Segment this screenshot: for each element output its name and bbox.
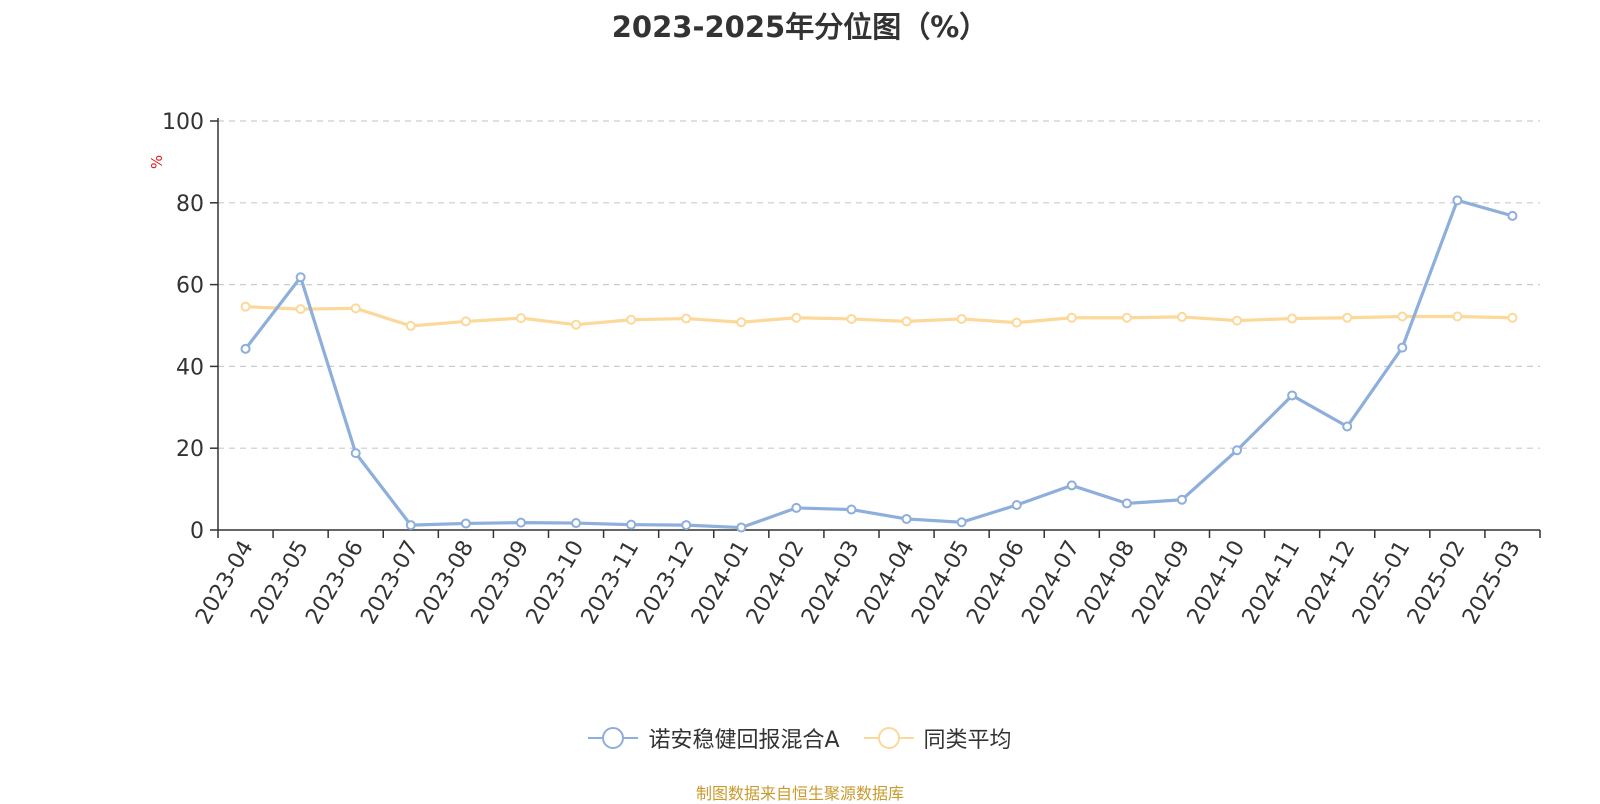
series-1-point <box>1066 480 1077 491</box>
series-1-point <box>1452 195 1463 206</box>
series-2-point <box>956 313 967 324</box>
y-tick-label: 40 <box>176 355 204 380</box>
series-2-point <box>240 301 251 312</box>
series-1-point <box>1232 445 1243 456</box>
legend-label-series-2: 同类平均 <box>923 728 1012 753</box>
series-2-point <box>791 312 802 323</box>
series-2-point <box>515 313 526 324</box>
chart-title: 2023-2025年分位图（%） <box>611 10 989 44</box>
series-2-point <box>1452 311 1463 322</box>
series-1-point <box>1507 210 1518 221</box>
source-note: 制图数据来自恒生聚源数据库 <box>695 784 904 803</box>
series-1-point <box>240 343 251 354</box>
series-2-point <box>1066 312 1077 323</box>
series-2-point <box>460 316 471 327</box>
series-1-point <box>295 272 306 283</box>
series-2-point <box>1507 312 1518 323</box>
series-1-point <box>515 517 526 528</box>
grid-layer <box>218 120 1540 449</box>
series-1-point <box>460 518 471 529</box>
series-2-point <box>1176 311 1187 322</box>
series-1-point <box>846 504 857 515</box>
line-chart: 020406080100%2023-042023-052023-062023-0… <box>148 110 1541 629</box>
series-2-point <box>681 313 692 324</box>
series-layer <box>240 195 1518 533</box>
y-tick-label: 0 <box>190 519 204 544</box>
y-tick-label: 80 <box>176 192 204 217</box>
series-2-point <box>405 320 416 331</box>
series-1-point <box>1176 494 1187 505</box>
legend-item-series-2[interactable]: 同类平均 <box>863 722 1012 754</box>
series-1-point <box>1397 342 1408 353</box>
series-2-point <box>1011 317 1022 328</box>
legend-marker-series-1 <box>588 727 639 749</box>
series-1-point <box>571 518 582 529</box>
series-2-point <box>1287 313 1298 324</box>
series-2-point <box>1121 312 1132 323</box>
series-1-point <box>1287 390 1298 401</box>
legend: 诺安稳健回报混合A 同类平均 <box>0 722 1600 754</box>
y-axis-unit: % <box>148 155 166 169</box>
series-2-point <box>1397 311 1408 322</box>
y-tick-label: 100 <box>162 110 204 135</box>
series-1-point <box>1011 500 1022 511</box>
axis-layer: 020406080100%2023-042023-052023-062023-0… <box>148 110 1541 629</box>
series-2-point <box>736 317 747 328</box>
series-2-point <box>901 316 912 327</box>
series-1-point <box>736 522 747 533</box>
series-1-point <box>1342 421 1353 432</box>
series-1-point <box>350 448 361 459</box>
series-1-point <box>901 513 912 524</box>
series-1-point <box>681 520 692 531</box>
series-2-point <box>1232 315 1243 326</box>
series-2-point <box>571 319 582 330</box>
series-2-point <box>350 303 361 314</box>
series-1-point <box>626 519 637 530</box>
series-2-point <box>295 304 306 315</box>
series-1-point <box>791 502 802 513</box>
legend-item-series-1[interactable]: 诺安稳健回报混合A <box>588 722 840 754</box>
y-tick-label: 20 <box>176 437 204 462</box>
series-2-point <box>626 314 637 325</box>
legend-marker-series-2 <box>863 727 914 749</box>
series-2-point <box>1342 312 1353 323</box>
series-line-2 <box>245 305 1513 328</box>
series-1-point <box>405 520 416 531</box>
y-tick-label: 60 <box>176 274 204 299</box>
legend-label-series-1: 诺安稳健回报混合A <box>648 728 840 753</box>
series-1-point <box>1121 498 1132 509</box>
series-1-point <box>956 517 967 528</box>
series-2-point <box>846 313 857 324</box>
series-line-1 <box>244 198 1513 530</box>
